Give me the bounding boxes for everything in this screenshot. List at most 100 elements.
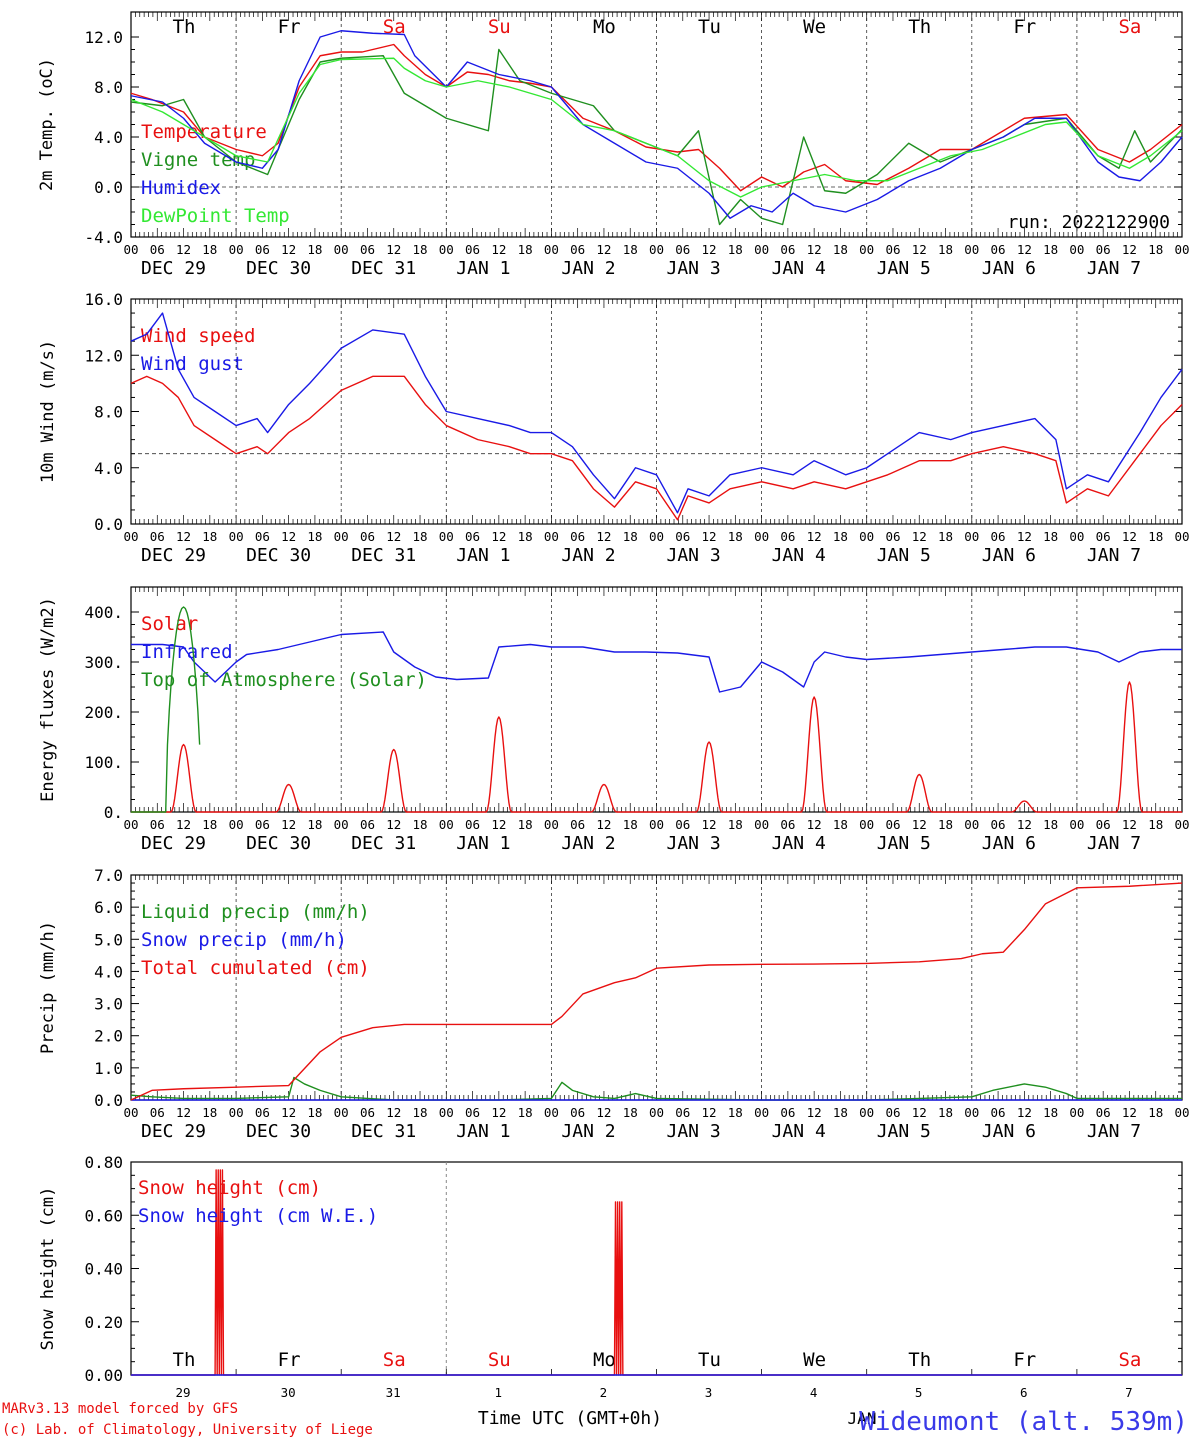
- legend-entry: Vigne temp: [141, 149, 255, 171]
- date-tick-label: DEC 29: [141, 1121, 206, 1142]
- hour-tick-label: 12: [1017, 242, 1032, 257]
- hour-tick-label: 18: [412, 1105, 427, 1120]
- hour-tick-label: 12: [596, 817, 611, 832]
- hour-tick-label: 18: [202, 242, 217, 257]
- y-tick-label: 6.0: [94, 898, 123, 917]
- hour-tick-label: 06: [675, 817, 690, 832]
- hour-tick-label: 06: [885, 1105, 900, 1120]
- hour-tick-label: 12: [281, 817, 296, 832]
- series-line: [130, 57, 1183, 198]
- hour-tick-label: 06: [570, 1105, 585, 1120]
- hour-tick-label: 00: [754, 529, 769, 544]
- hour-tick-label: 06: [780, 1105, 795, 1120]
- hour-tick-label: 12: [386, 242, 401, 257]
- legend-entry: Snow height (cm W.E.): [138, 1205, 378, 1227]
- hour-tick-label: 06: [1096, 529, 1111, 544]
- weekday-label: Th: [173, 1349, 196, 1371]
- hour-tick-label: 06: [255, 529, 270, 544]
- weekday-label: We: [803, 16, 826, 38]
- series-line: [131, 631, 1182, 693]
- hour-tick-label: 18: [518, 1105, 533, 1120]
- hour-tick-label: 12: [176, 817, 191, 832]
- date-tick-label: JAN 7: [1087, 258, 1141, 279]
- hour-tick-label: 06: [675, 529, 690, 544]
- hour-tick-label: 06: [991, 242, 1006, 257]
- date-tick-label: JAN 4: [772, 833, 826, 854]
- hour-tick-label: 18: [833, 242, 848, 257]
- hour-tick-label: 12: [596, 529, 611, 544]
- hour-tick-label: 12: [807, 1105, 822, 1120]
- weekday-label: Th: [173, 16, 196, 38]
- weekday-label: Fr: [1013, 1349, 1036, 1371]
- hour-tick-label: 00: [123, 242, 138, 257]
- hour-tick-label: 12: [702, 529, 717, 544]
- hour-tick-label: 00: [229, 242, 244, 257]
- legend-entry: Total cumulated (cm): [141, 957, 370, 979]
- panel-4: 00 06 12 18 00 06 12 18 00 06 12 18 00 06 12 18 00 06 12 18…: [38, 866, 1190, 1142]
- hour-tick-label: 06: [465, 817, 480, 832]
- date-tick-label: DEC 30: [246, 1121, 311, 1142]
- hour-tick-label: 00: [334, 242, 349, 257]
- hour-tick-label: 18: [307, 817, 322, 832]
- hour-tick-label: 06: [991, 1105, 1006, 1120]
- hour-tick-label: 00: [439, 1105, 454, 1120]
- hour-tick-label: 06: [991, 817, 1006, 832]
- hour-tick-label: 00: [964, 529, 979, 544]
- hour-tick-label: 06: [675, 1105, 690, 1120]
- y-axis-label: Snow height (cm): [38, 1187, 58, 1351]
- hour-tick-label: 06: [570, 529, 585, 544]
- hour-tick-label: 06: [991, 529, 1006, 544]
- date-tick-label: JAN 4: [772, 1121, 826, 1142]
- hour-tick-label: 12: [386, 817, 401, 832]
- hour-tick-label: 00: [229, 529, 244, 544]
- hour-tick-label: 18: [307, 529, 322, 544]
- date-tick-label: JAN 2: [561, 833, 615, 854]
- date-tick-label: JAN 2: [561, 545, 615, 566]
- hour-tick-label: 00: [1069, 1105, 1084, 1120]
- date-tick-label: JAN 3: [667, 545, 721, 566]
- day-number-label: 1: [495, 1385, 503, 1400]
- hour-tick-label: 00: [754, 817, 769, 832]
- date-tick-label: JAN 3: [667, 258, 721, 279]
- hour-tick-label: 18: [307, 1105, 322, 1120]
- day-number-label: 5: [915, 1385, 923, 1400]
- hour-tick-label: 18: [623, 529, 638, 544]
- y-tick-label: 300.: [84, 653, 123, 672]
- y-tick-label: 8.0: [94, 403, 123, 422]
- date-tick-label: JAN 6: [982, 1121, 1036, 1142]
- day-number-label: 31: [386, 1385, 401, 1400]
- hour-tick-label: 18: [938, 529, 953, 544]
- hour-tick-label: 12: [807, 529, 822, 544]
- hour-tick-label: 00: [439, 242, 454, 257]
- y-tick-label: -4.0: [84, 228, 123, 247]
- hour-tick-label: 06: [150, 1105, 165, 1120]
- hour-tick-label: 18: [938, 1105, 953, 1120]
- y-tick-label: 1.0: [94, 1059, 123, 1078]
- day-number-label: 30: [281, 1385, 296, 1400]
- hour-tick-label: 00: [649, 1105, 664, 1120]
- hour-tick-label: 06: [255, 1105, 270, 1120]
- legend-entry: Wind gust: [141, 353, 244, 375]
- hour-tick-label: 18: [202, 1105, 217, 1120]
- weekday-label: Mo: [593, 16, 616, 38]
- hour-tick-label: 18: [938, 817, 953, 832]
- date-tick-label: JAN 1: [456, 258, 510, 279]
- hour-tick-label: 12: [912, 529, 927, 544]
- date-tick-label: DEC 29: [141, 833, 206, 854]
- hour-tick-label: 18: [938, 242, 953, 257]
- y-tick-label: 0.00: [84, 1366, 123, 1385]
- date-tick-label: JAN 1: [456, 1121, 510, 1142]
- date-tick-label: JAN 4: [772, 258, 826, 279]
- hour-tick-label: 06: [465, 242, 480, 257]
- hour-tick-label: 12: [491, 529, 506, 544]
- date-tick-label: JAN 7: [1087, 833, 1141, 854]
- weekday-label: Mo: [593, 1349, 616, 1371]
- hour-tick-label: 00: [229, 1105, 244, 1120]
- date-tick-label: DEC 30: [246, 833, 311, 854]
- hour-tick-label: 00: [1174, 817, 1189, 832]
- hour-tick-label: 12: [1122, 817, 1137, 832]
- y-tick-label: 0.60: [84, 1206, 123, 1225]
- hour-tick-label: 00: [964, 1105, 979, 1120]
- weekday-label: Fr: [278, 16, 301, 38]
- date-tick-label: JAN 5: [877, 1121, 931, 1142]
